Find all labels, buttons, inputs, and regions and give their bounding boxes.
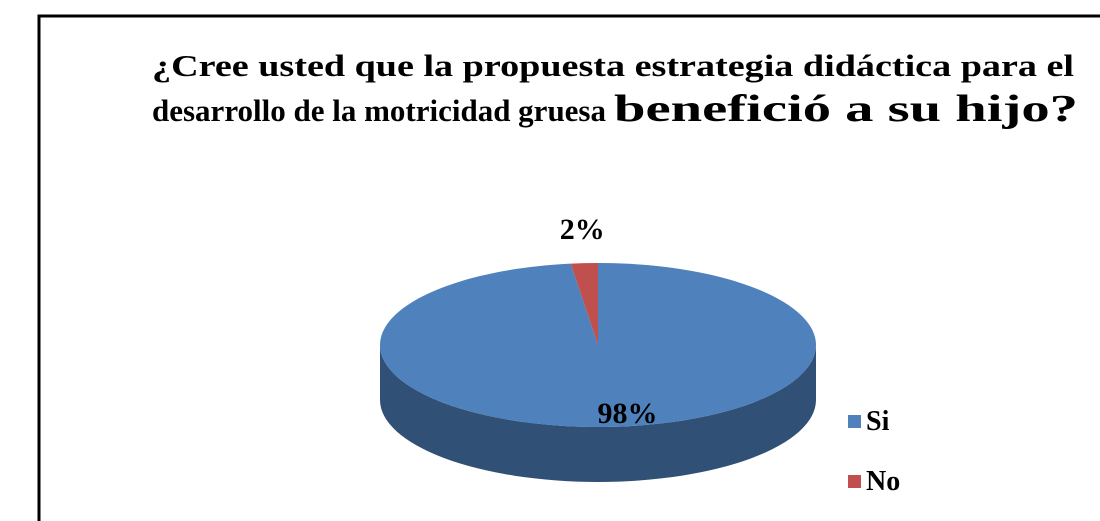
chart-title: desarrollo de la motricidad gruesa xyxy=(152,93,606,128)
pie-slice xyxy=(380,263,817,427)
pie-slice xyxy=(570,263,598,345)
data-label: 98% xyxy=(598,397,658,430)
legend-swatch xyxy=(848,415,861,428)
chart-title: benefició a su hijo? xyxy=(614,88,1078,130)
legend-label: Si xyxy=(866,406,890,437)
chart-title: ¿Cree usted que la propuesta estrategia … xyxy=(152,48,1074,83)
legend-swatch xyxy=(848,475,861,488)
legend-label: No xyxy=(866,466,900,497)
pie-side xyxy=(380,345,816,482)
data-label: 2% xyxy=(560,213,605,246)
